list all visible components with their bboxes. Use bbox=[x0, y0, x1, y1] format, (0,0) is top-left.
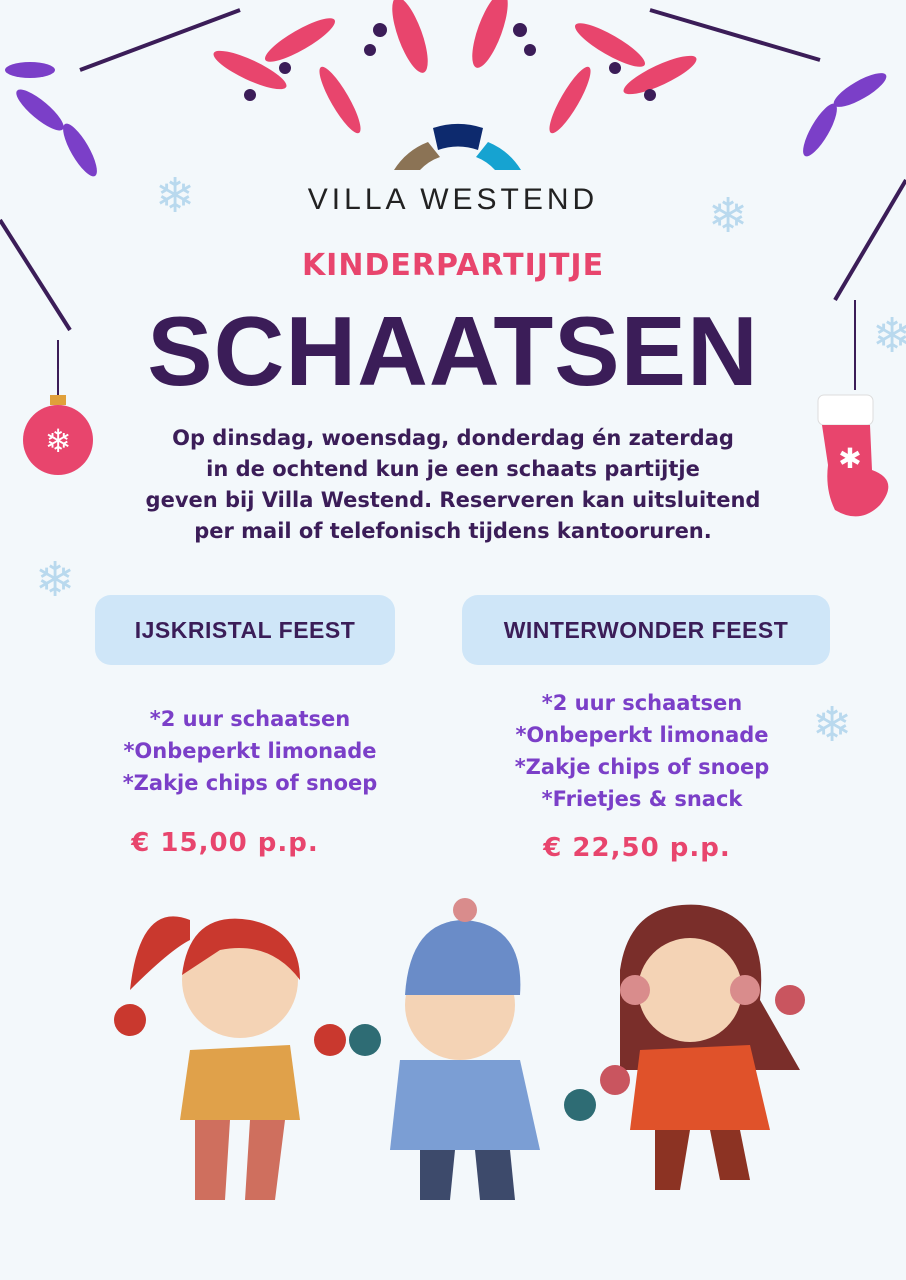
villa-westend-logo-icon bbox=[394, 123, 521, 170]
package-winterwonder-price: € 22,50 p.p. bbox=[543, 833, 731, 863]
list-item: *Zakje chips of snoep bbox=[514, 755, 770, 779]
logo-text: Villa Westend bbox=[307, 183, 599, 216]
package-ijskristal-price: € 15,00 p.p. bbox=[131, 828, 319, 858]
list-item: *2 uur schaatsen bbox=[149, 707, 351, 731]
christmas-ornament-icon: ❄ bbox=[23, 340, 93, 475]
boy-beanie bbox=[349, 898, 596, 1200]
package-ijskristal-title: IJSKRISTAL FEEST bbox=[95, 595, 395, 665]
page-title: SCHAATSEN bbox=[147, 296, 759, 406]
snowflake-icon: ❄ bbox=[155, 168, 196, 224]
subtitle: KINDERPARTIJTJE bbox=[301, 248, 605, 283]
girl-ponytail bbox=[114, 916, 346, 1200]
list-item: *2 uur schaatsen bbox=[541, 691, 743, 715]
list-item: *Onbeperkt limonade bbox=[123, 739, 377, 763]
skating-kids-illustration bbox=[114, 898, 805, 1200]
list-item: *Zakje chips of snoep bbox=[122, 771, 378, 795]
svg-text:✱: ✱ bbox=[838, 442, 861, 475]
list-item: *Onbeperkt limonade bbox=[515, 723, 769, 747]
girl-earmuffs bbox=[600, 904, 805, 1190]
intro-line: Op dinsdag, woensdag, donderdag én zater… bbox=[172, 426, 734, 450]
package-ijskristal-items: *2 uur schaatsen *Onbeperkt limonade *Za… bbox=[60, 703, 440, 799]
decorative-branches bbox=[0, 0, 906, 332]
snowflake-icon: ❄ bbox=[35, 552, 76, 608]
package-winterwonder-items: *2 uur schaatsen *Onbeperkt limonade *Za… bbox=[452, 687, 832, 815]
snowflake-icon: ❄ bbox=[872, 308, 906, 364]
intro-line: geven bij Villa Westend. Reserveren kan … bbox=[145, 488, 761, 512]
package-winterwonder-title: WINTERWONDER FEEST bbox=[462, 595, 830, 665]
intro-text: Op dinsdag, woensdag, donderdag én zater… bbox=[100, 423, 806, 547]
intro-line: per mail of telefonisch tijdens kantooru… bbox=[194, 519, 712, 543]
list-item: *Frietjes & snack bbox=[541, 787, 743, 811]
svg-text:❄: ❄ bbox=[45, 422, 72, 460]
stocking-icon: ✱ bbox=[817, 300, 889, 517]
intro-line: in de ochtend kun je een schaats partijt… bbox=[206, 457, 700, 481]
snowflake-icon: ❄ bbox=[812, 697, 853, 753]
snowflake-icon: ❄ bbox=[708, 188, 749, 244]
